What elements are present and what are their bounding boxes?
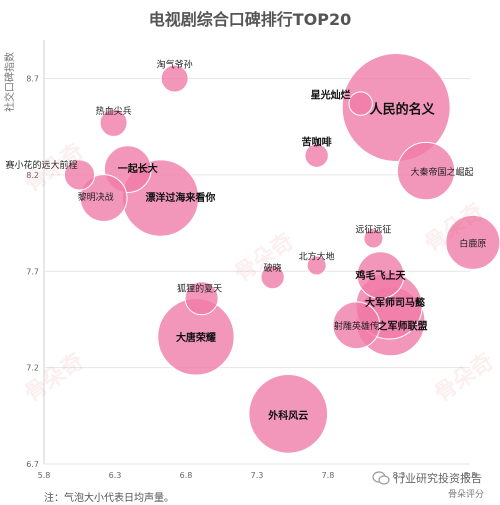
- y-tick-label: 8.2: [26, 171, 39, 180]
- bubble-label: 白鹿原: [459, 237, 486, 249]
- bubble-label: 热血尖兵: [96, 105, 132, 117]
- bubble-point[interactable]: [332, 301, 381, 350]
- bubble-label: 赛小花的远大前程: [5, 159, 77, 171]
- bubble-label: 狐狸的夏天: [177, 282, 222, 294]
- bubble-point[interactable]: [260, 264, 285, 290]
- bubble-label: 苦咖啡: [302, 136, 332, 149]
- bubble-point[interactable]: [304, 143, 329, 168]
- bubble-point[interactable]: [396, 141, 456, 201]
- bubble-label: 大军师司马懿: [365, 296, 425, 309]
- bubble-point[interactable]: [99, 108, 128, 137]
- x-tick-label: 7.8: [322, 471, 335, 480]
- bubble-point[interactable]: [363, 228, 384, 249]
- bubble-label: 漂洋过海来看你: [144, 191, 215, 204]
- bubble-label: 之军师联盟: [377, 319, 427, 332]
- bubble-point[interactable]: [184, 281, 219, 316]
- bubble-label: 鸡毛飞上天: [355, 269, 407, 282]
- x-tick-label: 8.8: [464, 471, 477, 480]
- bubble-point[interactable]: [356, 251, 405, 300]
- bubble-label: 大唐荣耀: [176, 331, 216, 344]
- bubble-point[interactable]: [160, 64, 189, 93]
- wechat-icon: [372, 471, 390, 485]
- y-tick-label: 6.7: [26, 460, 39, 469]
- bubble-label: 北方大地: [299, 250, 335, 262]
- bubble-point[interactable]: [306, 255, 327, 276]
- x-tick-label: 8.3: [393, 471, 406, 480]
- bubble-label: 黎明决战: [78, 191, 114, 203]
- bubble-layer: [63, 52, 500, 454]
- bubble-point[interactable]: [63, 159, 96, 191]
- bubble-label: 远征远征: [355, 225, 391, 236]
- bubble-label: 射雕英雄传: [334, 320, 379, 332]
- brand-signature: 行业研究投资报告: [372, 470, 482, 486]
- bubble-label: 一起长大: [118, 162, 158, 175]
- bubble-label: 人民的名义: [370, 101, 436, 117]
- bubble-label: 大秦帝国之崛起: [410, 166, 473, 178]
- bubble-label: 星光灿烂: [311, 89, 351, 102]
- y-axis-title: 社交口碑指数: [3, 52, 16, 112]
- bubble-label: 破晓: [264, 262, 282, 274]
- y-tick-label: 8.7: [26, 75, 39, 84]
- bubble-label: 淘气爷孙: [157, 59, 193, 71]
- chart-title: 电视剧综合口碑排行TOP20: [148, 10, 352, 29]
- tick-layer: 6.7 7.2 7.7 8.2 8.7 5.8 6.3 6.8 7.3 7.8 8.3 8.8: [26, 75, 476, 480]
- y-tick-label: 7.7: [26, 267, 39, 276]
- brand-name: 行业研究投资报告: [394, 472, 482, 485]
- x-tick-label: 6.3: [109, 471, 122, 480]
- bubble-label: 外科风云: [267, 409, 308, 422]
- x-tick-label: 5.8: [38, 471, 51, 480]
- bubble-point[interactable]: [248, 374, 329, 454]
- y-tick-label: 7.2: [26, 364, 39, 373]
- bubble-point[interactable]: [79, 174, 128, 222]
- footnote: 注：气泡大小代表日均声量。: [44, 493, 174, 504]
- source-label: 骨朵评分: [448, 490, 485, 500]
- x-tick-label: 7.3: [251, 471, 264, 480]
- bubble-point[interactable]: [348, 91, 373, 116]
- bubble-point[interactable]: [341, 52, 451, 162]
- x-tick-label: 6.8: [180, 471, 193, 480]
